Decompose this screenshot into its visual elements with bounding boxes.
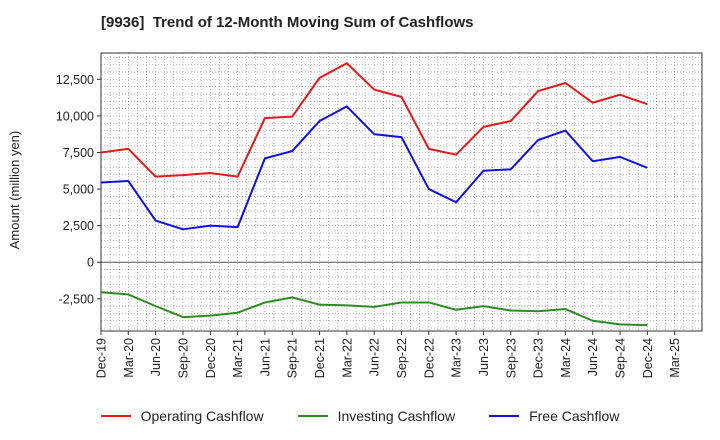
x-tick-label: Jun-21 bbox=[258, 338, 272, 376]
x-tick-label: Dec-19 bbox=[95, 338, 109, 378]
x-tick-label: Dec-24 bbox=[641, 338, 655, 378]
x-tick-label: Mar-24 bbox=[559, 338, 573, 378]
x-tick-label: Sep-20 bbox=[176, 338, 190, 378]
legend-item: Investing Cashflow bbox=[297, 404, 456, 428]
y-tick-label: 0 bbox=[87, 256, 94, 270]
x-tick-label: Sep-24 bbox=[614, 338, 628, 378]
x-tick-label: Sep-23 bbox=[504, 338, 518, 378]
x-tick-label: Dec-21 bbox=[313, 338, 327, 378]
x-tick-labels: Dec-19 Mar-20 Jun-20 Sep-20 Dec-20 Mar-21 Jun-… bbox=[95, 331, 682, 378]
legend-swatch bbox=[297, 415, 328, 417]
x-tick-label: Mar-23 bbox=[450, 338, 464, 378]
series-line-investing-cashflow bbox=[100, 291, 648, 327]
legend-label: Free Cashflow bbox=[529, 408, 620, 424]
y-tick-label: 7,500 bbox=[63, 146, 94, 160]
legend-swatch bbox=[100, 415, 131, 417]
legend-label: Investing Cashflow bbox=[337, 408, 456, 424]
x-tick-label: Mar-25 bbox=[668, 338, 682, 378]
chart-title: [9936] Trend of 12-Month Moving Sum of C… bbox=[101, 14, 474, 31]
x-tick-label: Jun-20 bbox=[149, 338, 163, 376]
grid bbox=[100, 53, 703, 331]
x-tick-label: Jun-24 bbox=[586, 338, 600, 376]
x-tick-label: Sep-21 bbox=[286, 338, 300, 378]
series-line-free-cashflow bbox=[100, 105, 648, 231]
legend-item: Free Cashflow bbox=[489, 404, 619, 428]
legend-item: Operating Cashflow bbox=[100, 404, 264, 428]
x-tick-label: Dec-20 bbox=[204, 338, 218, 378]
legend: Operating Cashflow Investing Cashflow Free… bbox=[0, 404, 720, 428]
x-tick-label: Dec-23 bbox=[532, 338, 546, 378]
x-tick-label: Mar-22 bbox=[340, 338, 354, 378]
x-tick-label: Mar-21 bbox=[231, 338, 245, 378]
series-line-operating-cashflow bbox=[100, 62, 648, 178]
x-tick-label: Dec-22 bbox=[422, 338, 436, 378]
y-axis-label: Amount (million yen) bbox=[7, 131, 22, 250]
x-tick-label: Jun-22 bbox=[368, 338, 382, 376]
x-tick-label: Jun-23 bbox=[477, 338, 491, 376]
y-tick-label: -2,500 bbox=[59, 292, 94, 306]
legend-label: Operating Cashflow bbox=[140, 408, 264, 424]
legend-swatch bbox=[489, 415, 520, 417]
y-tick-label: 5,000 bbox=[63, 183, 94, 197]
y-tick-labels: 12,500 10,000 7,500 5,000 2,500 0 -2,500 bbox=[56, 73, 101, 306]
x-tick-label: Mar-20 bbox=[122, 338, 136, 378]
y-tick-label: 10,000 bbox=[56, 109, 94, 123]
x-tick-label: Sep-22 bbox=[395, 338, 409, 378]
y-tick-label: 2,500 bbox=[63, 219, 94, 233]
series-lines bbox=[100, 62, 648, 327]
y-tick-label: 12,500 bbox=[56, 73, 94, 87]
